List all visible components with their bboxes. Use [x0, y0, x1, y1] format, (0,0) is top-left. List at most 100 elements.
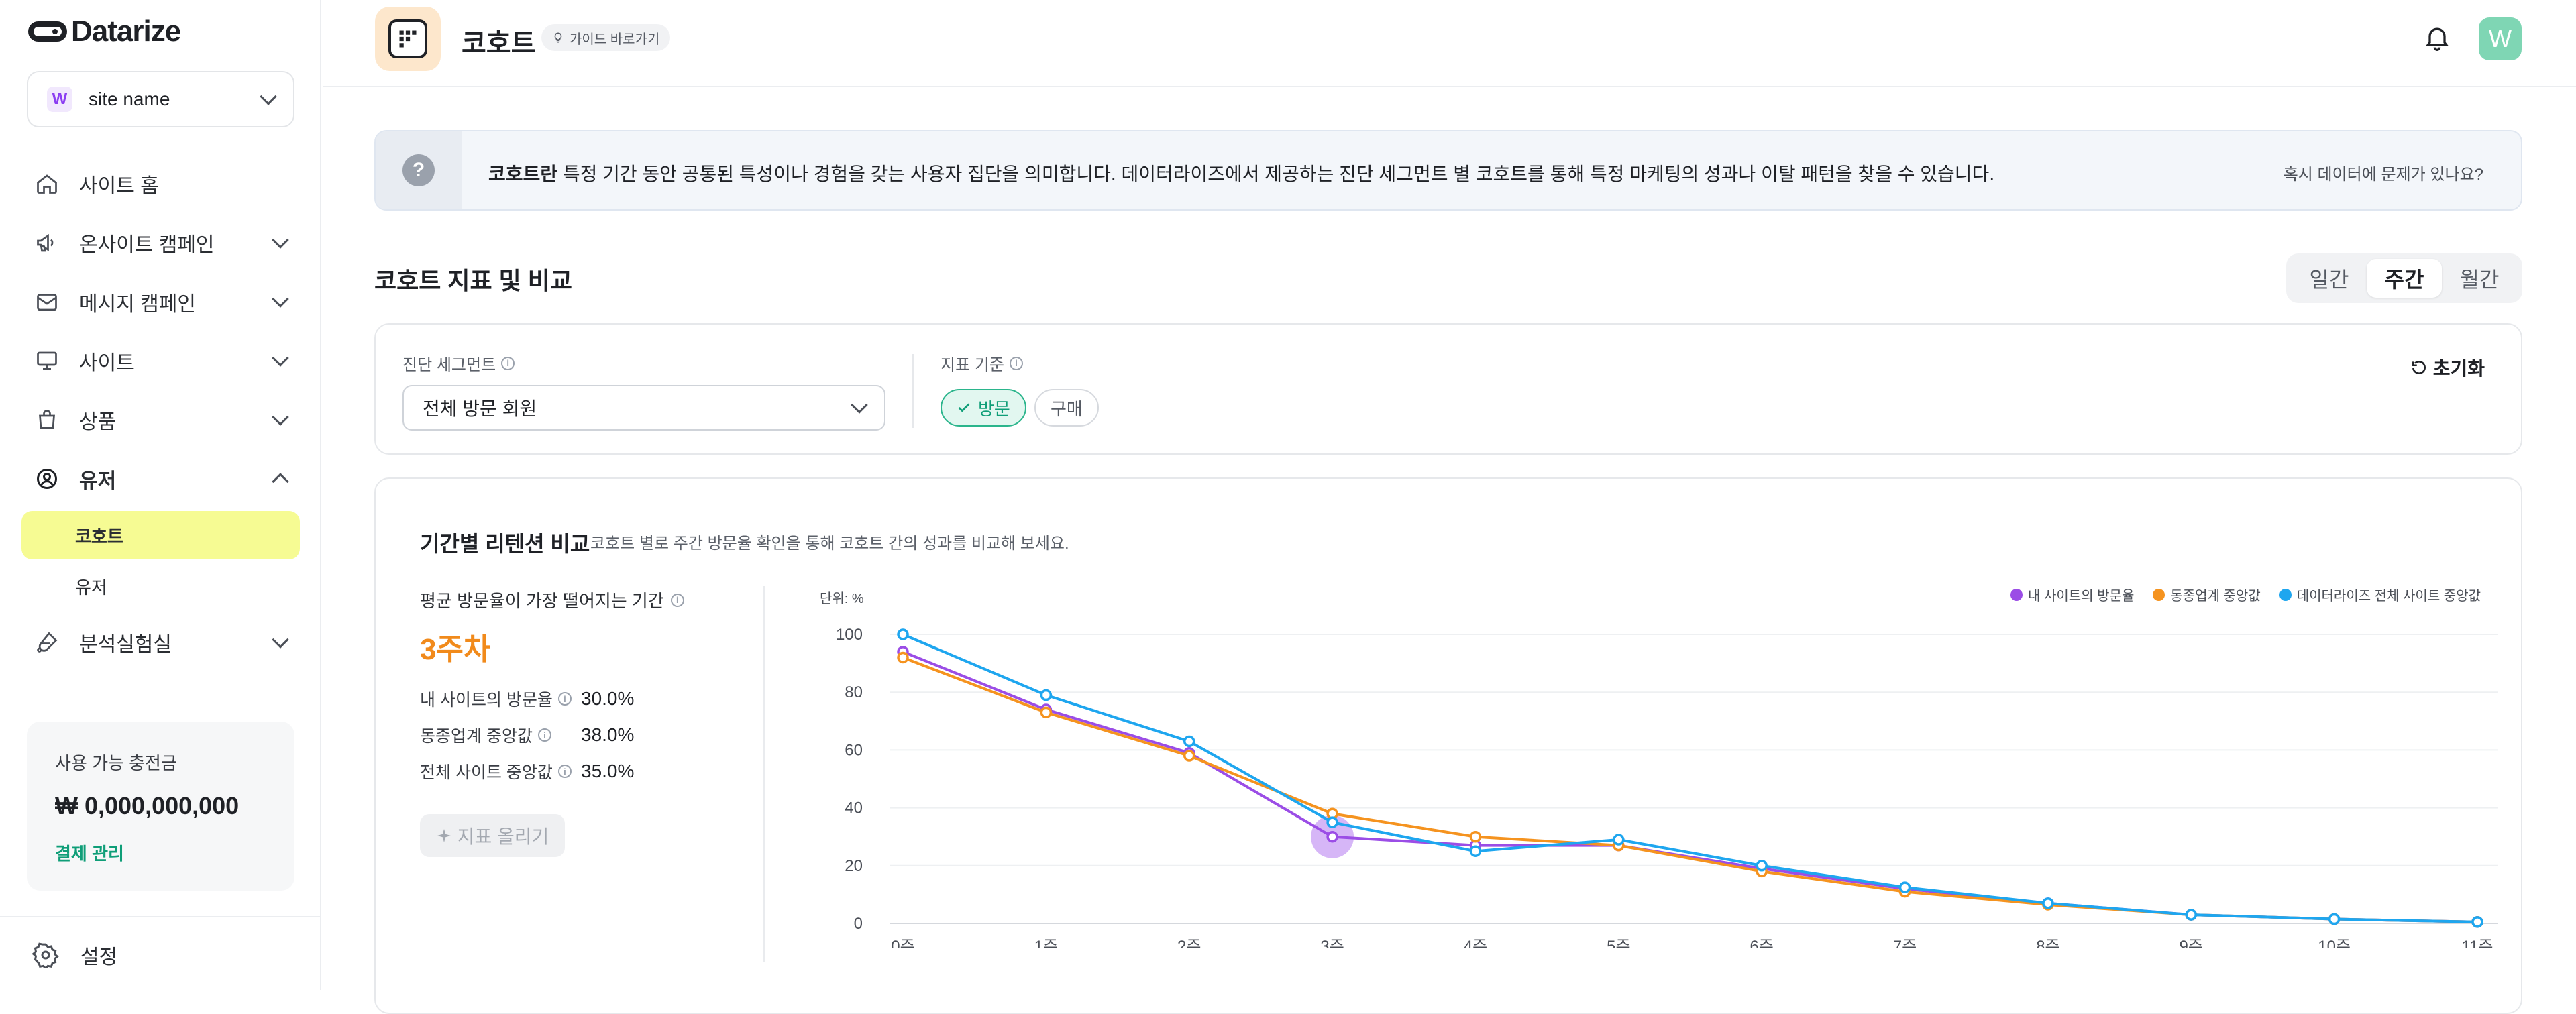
sidebar-item-message-campaign[interactable]: 메시지 캠페인	[21, 272, 300, 331]
data-point	[1469, 845, 1482, 857]
logo-text: Datarize	[71, 15, 181, 48]
x-tick-label: 9주	[2180, 938, 2203, 948]
sidebar-subitem-user[interactable]: 유저	[75, 577, 107, 598]
info-icon[interactable]: i	[557, 765, 572, 778]
chevron-down-icon	[272, 631, 289, 649]
credit-label: 사용 가능 충전금	[55, 753, 177, 773]
chart-legend: 내 사이트의 방문율 동종업계 중앙값 데이터라이즈 전체 사이트 중앙값	[2010, 585, 2481, 604]
sidebar-item-onsite-campaign[interactable]: 온사이트 캠페인	[21, 213, 300, 272]
chevron-down-icon	[272, 290, 289, 308]
legend-item[interactable]: 데이터라이즈 전체 사이트 중앙값	[2279, 585, 2481, 604]
bag-icon	[34, 406, 60, 433]
retention-line-chart: 0 20 40 60 80 100 0주 1주 2주 3주 4주 5주 6주 7주 8주 9주 10주 11주	[836, 626, 2498, 948]
sidebar-item-label: 메시지 캠페인	[79, 293, 196, 315]
metric-chip-visit[interactable]: 방문	[941, 389, 1026, 427]
question-icon: ?	[402, 154, 435, 186]
section-title: 코호트 지표 및 비교	[374, 267, 572, 294]
legend-item[interactable]: 동종업계 중앙값	[2153, 585, 2261, 604]
reset-label: 초기화	[2432, 358, 2485, 379]
check-icon	[958, 403, 970, 412]
mail-icon	[34, 288, 60, 315]
boost-label: 지표 올리기	[457, 826, 549, 847]
sidebar-item-label: 분석실험실	[79, 634, 172, 656]
datarize-logo[interactable]: Datarize	[28, 15, 181, 48]
sidebar: Datarize W site name 사이트 홈 온사이트 캠페인 메시지 …	[0, 0, 321, 990]
boost-metric-button[interactable]: 지표 올리기	[420, 814, 565, 857]
tab-daily[interactable]: 일간	[2309, 268, 2349, 292]
sidebar-item-user[interactable]: 유저	[21, 449, 300, 508]
y-tick-label: 80	[845, 683, 863, 701]
legend-dot	[2010, 588, 2023, 601]
info-icon[interactable]: i	[670, 593, 684, 607]
tab-monthly[interactable]: 월간	[2459, 268, 2500, 292]
segment-label-row: 진단 세그먼트 i	[402, 351, 515, 375]
info-banner: ? 코호트란 특정 기간 동안 공통된 특성이나 경험을 갖는 사용자 집단을 …	[374, 130, 2522, 211]
flask-icon	[34, 629, 60, 656]
chart-unit-label: 단위: %	[820, 592, 864, 606]
x-tick-label: 5주	[1607, 938, 1630, 948]
worst-period-label-row: 평균 방문율이 가장 떨어지는 기간 i	[420, 587, 684, 612]
segment-select[interactable]: 전체 방문 회원	[402, 385, 885, 431]
sidebar-item-product[interactable]: 상품	[21, 390, 300, 449]
page-title: 코호트	[462, 29, 536, 58]
divider	[912, 354, 914, 428]
banner-description: 특정 기간 동안 공통된 특성이나 경험을 갖는 사용자 집단을 의미합니다. …	[557, 164, 1995, 184]
billing-link[interactable]: 결제 관리	[55, 844, 124, 864]
tab-weekly[interactable]: 주간	[2367, 259, 2442, 298]
stat-row-all-sites: 전체 사이트 중앙값 i 35.0%	[420, 759, 634, 783]
logo-mark-icon	[28, 21, 67, 42]
x-tick-label: 11주	[2462, 938, 2493, 948]
legend-item[interactable]: 내 사이트의 방문율	[2010, 585, 2134, 604]
stat-row-label: 내 사이트의 방문율	[420, 691, 553, 710]
info-icon[interactable]: i	[1010, 356, 1023, 370]
data-point	[2185, 909, 2198, 921]
x-tick-label: 1주	[1034, 938, 1058, 948]
metric-label: 지표 기준	[941, 356, 1004, 374]
data-point	[1469, 830, 1482, 843]
sidebar-item-site-home[interactable]: 사이트 홈	[21, 154, 300, 213]
reset-button[interactable]: 초기화	[2410, 354, 2485, 381]
x-tick-label: 6주	[1750, 938, 1773, 948]
refresh-icon	[2412, 361, 2426, 374]
divider	[763, 586, 765, 962]
data-point	[2328, 913, 2341, 925]
data-point	[1183, 735, 1195, 748]
site-selector[interactable]: W site name	[27, 71, 294, 127]
stat-row-label: 전체 사이트 중앙값	[420, 763, 553, 782]
guide-link-label: 가이드 바로가기	[570, 32, 660, 47]
sidebar-item-analysis-lab[interactable]: 분석실험실	[21, 613, 300, 672]
banner-icon-area: ?	[376, 131, 462, 209]
banner-term: 코호트란	[488, 164, 558, 184]
info-icon[interactable]: i	[557, 692, 572, 706]
bell-icon[interactable]	[2422, 23, 2452, 52]
legend-dot	[2279, 588, 2292, 601]
banner-text: 코호트란 특정 기간 동안 공통된 특성이나 경험을 갖는 사용자 집단을 의미…	[488, 160, 1994, 186]
worst-period-label: 평균 방문율이 가장 떨어지는 기간	[420, 591, 664, 611]
data-point	[1898, 881, 1911, 893]
segment-label: 진단 세그먼트	[402, 356, 496, 374]
settings-label: 설정	[80, 946, 118, 968]
sidebar-item-site[interactable]: 사이트	[21, 331, 300, 390]
retention-card: 기간별 리텐션 비교 코호트 별로 주간 방문율 확인을 통해 코호트 간의 성…	[374, 477, 2522, 1014]
x-tick-label: 10주	[2318, 938, 2351, 948]
top-header: 코호트 가이드 바로가기 W	[323, 0, 2576, 87]
sidebar-item-label: 유저	[79, 470, 117, 492]
avatar[interactable]: W	[2479, 17, 2522, 60]
guide-link-chip[interactable]: 가이드 바로가기	[541, 24, 671, 51]
x-tick-label: 4주	[1464, 938, 1487, 948]
credit-value: ₩ 0,000,000,000	[55, 792, 239, 820]
info-icon[interactable]: i	[501, 356, 515, 370]
sidebar-item-label: 상품	[79, 411, 117, 433]
sidebar-subitem-cohort[interactable]: 코호트	[21, 511, 300, 559]
monitor-icon	[34, 347, 60, 374]
info-icon[interactable]: i	[537, 728, 551, 742]
data-point	[2471, 916, 2483, 928]
metric-chip-purchase[interactable]: 구매	[1034, 389, 1099, 427]
series-line	[902, 633, 2478, 923]
sidebar-item-settings[interactable]: 설정	[32, 940, 117, 970]
data-issue-link[interactable]: 혹시 데이터에 문제가 있나요?	[2283, 166, 2483, 184]
x-tick-label: 0주	[891, 938, 914, 948]
chevron-up-icon	[272, 473, 289, 490]
data-point	[1326, 816, 1338, 828]
divider	[0, 916, 321, 917]
